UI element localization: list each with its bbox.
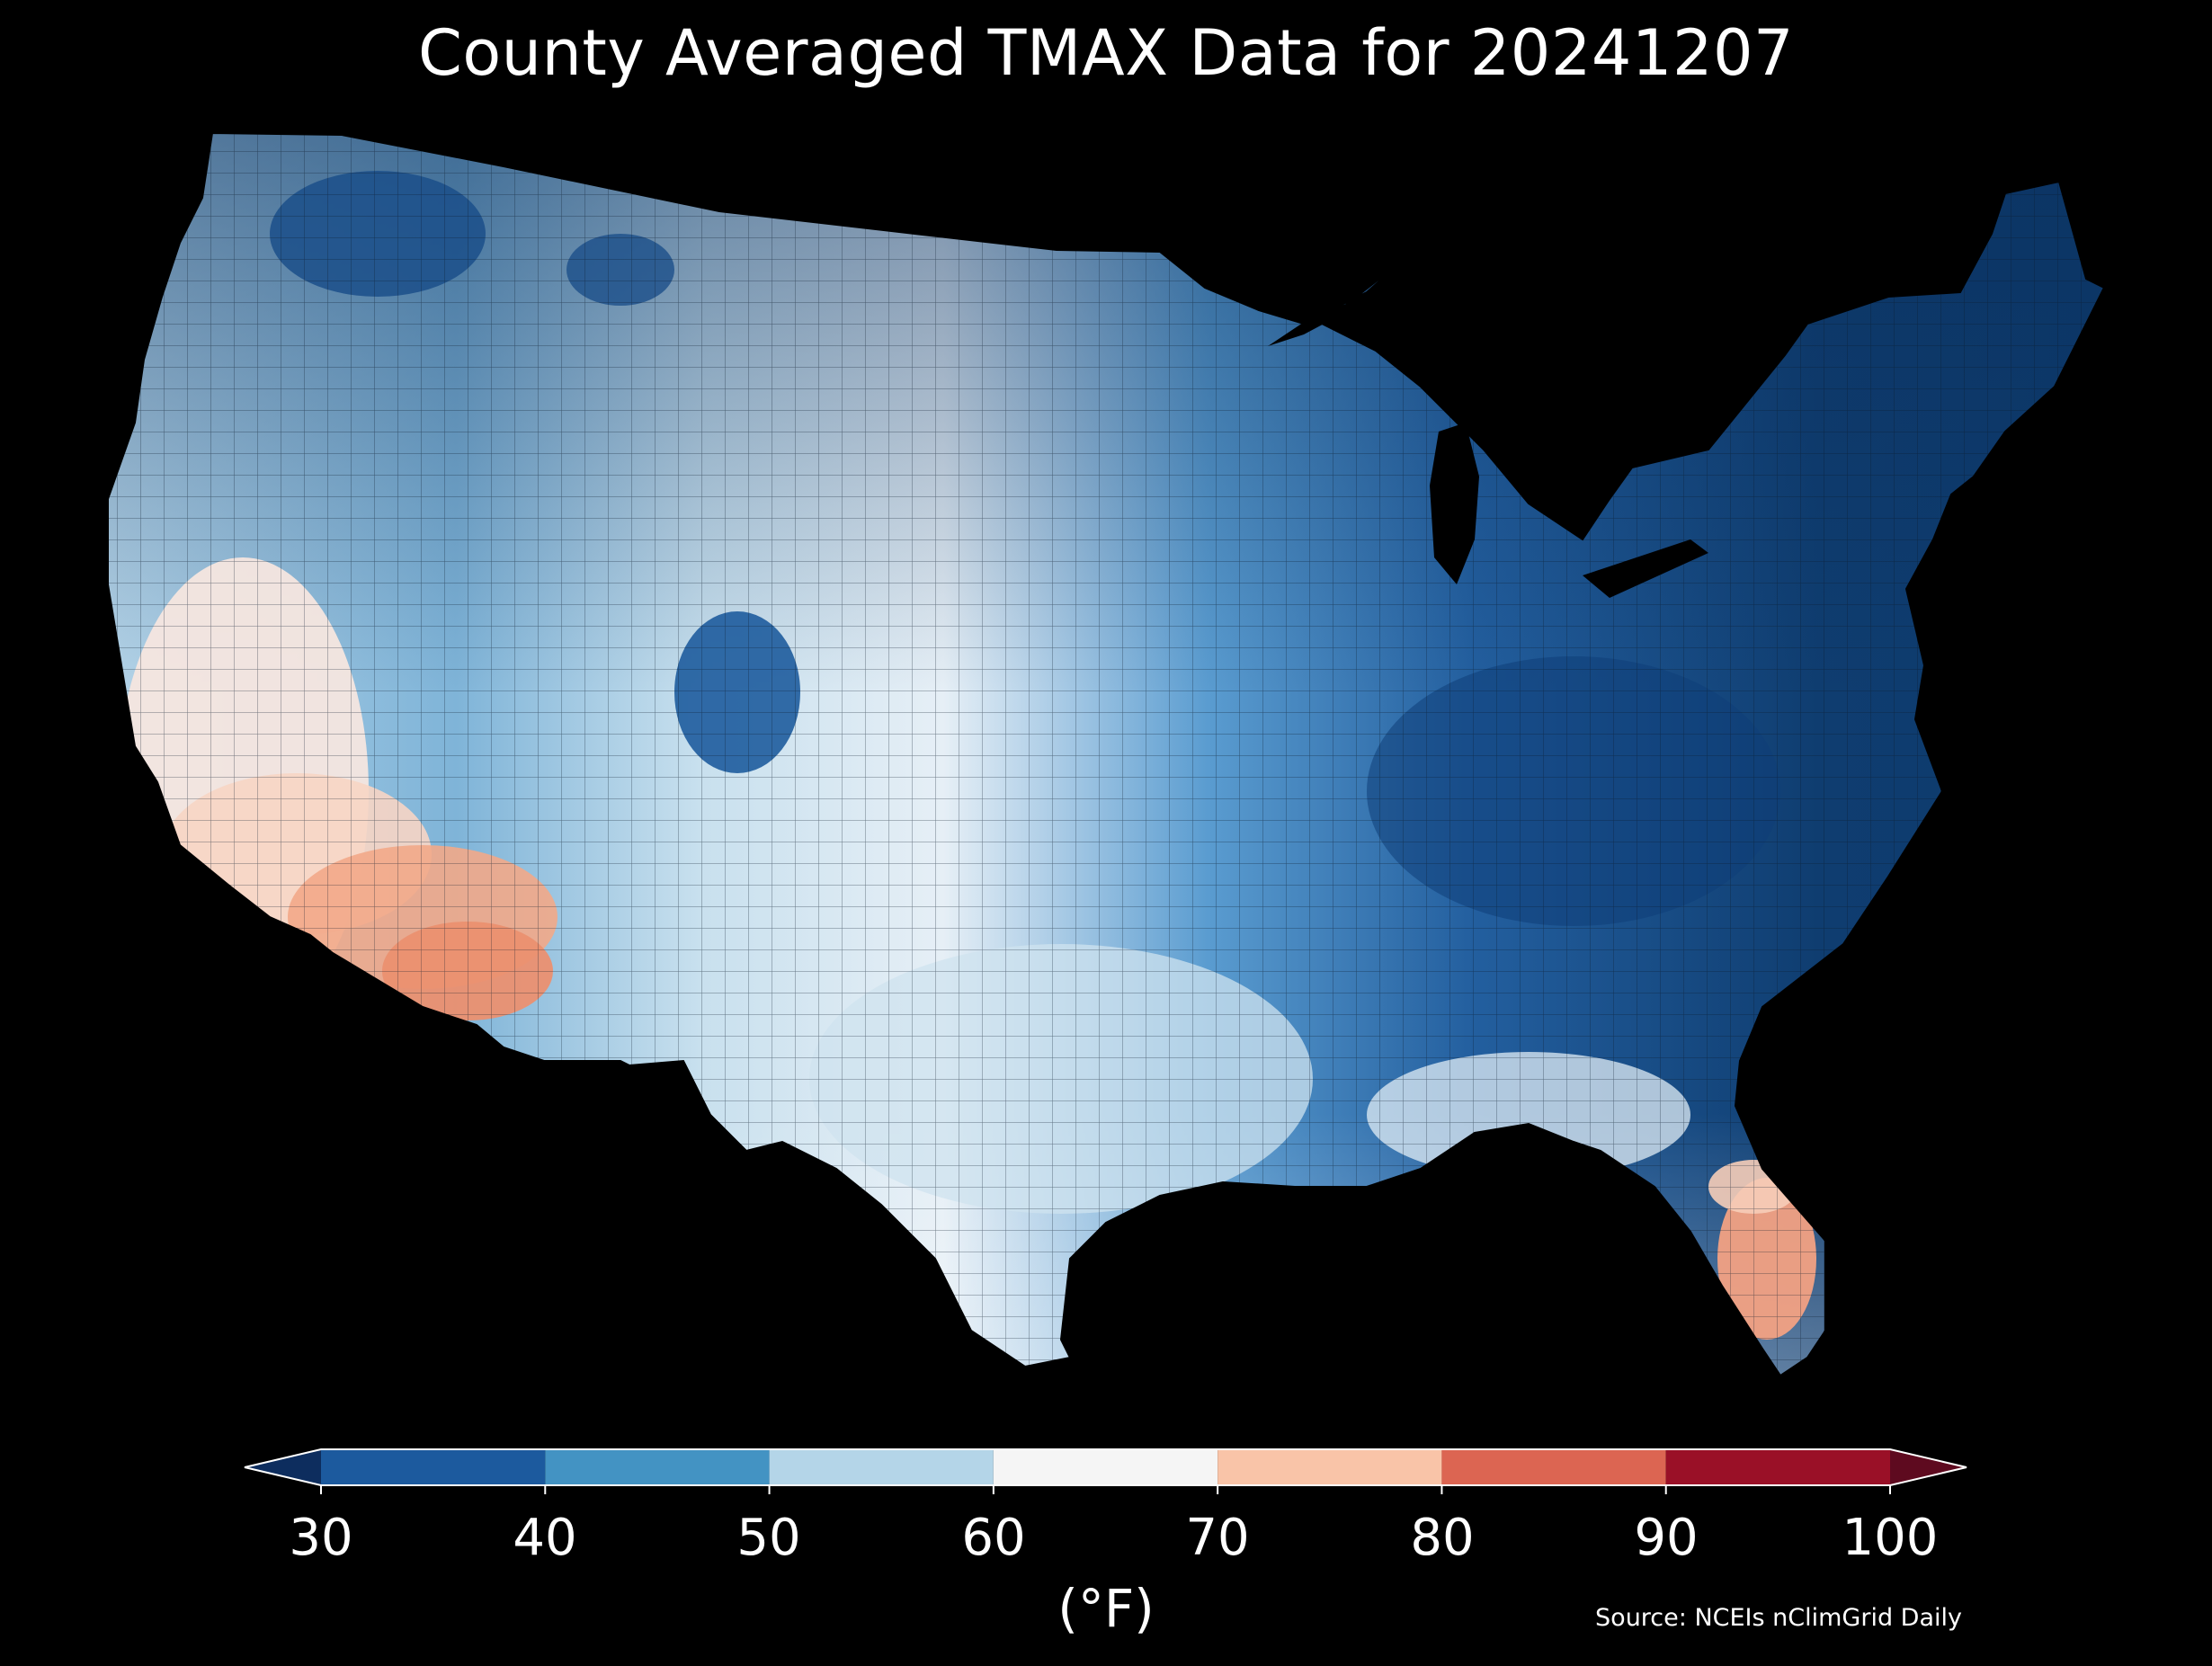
colorbar-bin [1217,1449,1442,1485]
colorbar [244,1448,1967,1494]
colorbar-tick: 100 [1842,1509,1939,1567]
map-title: County Averaged TMAX Data for 20241207 [417,16,1795,90]
colorbar-bin [1441,1449,1666,1485]
lake-huron [1520,405,1601,503]
colorbar-bin [769,1449,994,1485]
colorbar-extend-low [245,1449,321,1485]
colorbar-tick: 90 [1634,1509,1699,1567]
colorbar-tick: 80 [1410,1509,1475,1567]
colorbar-tick: 30 [289,1509,353,1567]
colorbar-unit-label: (°F) [1057,1578,1155,1639]
lake-erie [1583,539,1708,598]
colorbar-bin [545,1449,770,1485]
colorbar-tick: 70 [1185,1509,1250,1567]
colorbar-bin [1665,1449,1890,1485]
colorbar-bin [321,1449,546,1485]
lake-michigan [1430,423,1479,584]
colorbar-bin [993,1449,1218,1485]
source-credit: Source: NCEIs nClimGrid Daily [1595,1604,1962,1632]
colorbar-tick: 60 [961,1509,1026,1567]
colorbar-tick: 40 [513,1509,577,1567]
colorbar-extend-high [1890,1449,1967,1485]
colorbar-tick: 50 [736,1509,801,1567]
